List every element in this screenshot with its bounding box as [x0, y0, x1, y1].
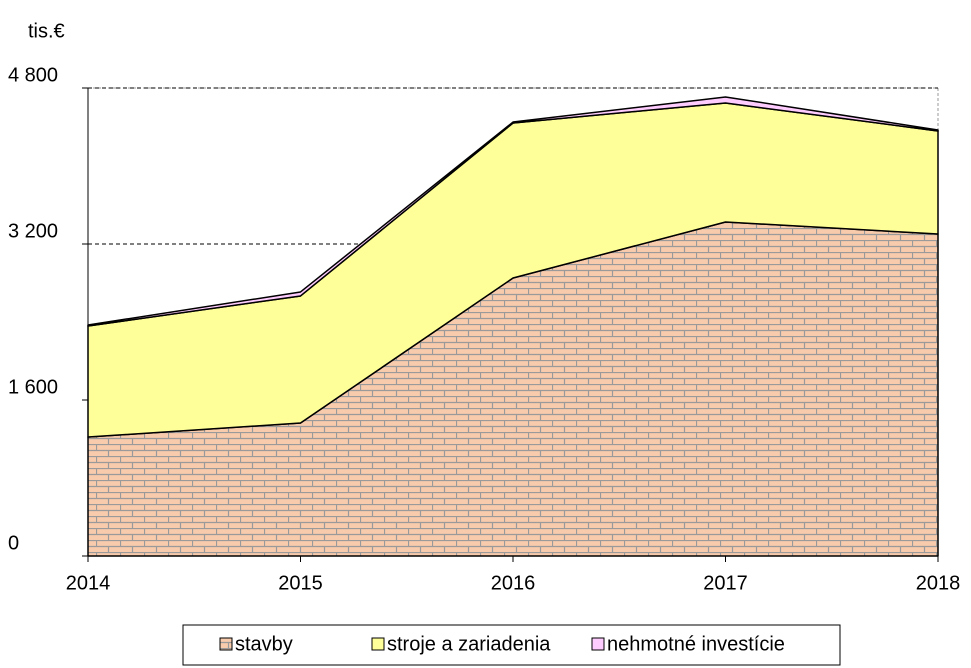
- y-axis-label: tis.€: [28, 20, 65, 42]
- x-tick-label: 2014: [66, 572, 111, 594]
- y-tick-label: 0: [8, 532, 19, 554]
- legend-swatch: [371, 637, 385, 651]
- y-tick-label: 3 200: [8, 220, 58, 242]
- x-tick-label: 2017: [703, 572, 748, 594]
- x-tick-label: 2015: [278, 572, 323, 594]
- y-tick-label: 4 800: [8, 64, 58, 86]
- legend-label: stavby: [235, 633, 293, 655]
- legend-box: [182, 624, 841, 666]
- area: [87, 96, 939, 327]
- legend-label: stroje a zariadenia: [387, 633, 551, 655]
- x-tick-label: 2018: [916, 572, 961, 594]
- legend-swatch: [591, 637, 605, 651]
- y-tick-label: 1 600: [8, 376, 58, 398]
- legend-label: nehmotné investície: [607, 633, 785, 655]
- legend-swatch: [219, 637, 233, 651]
- x-tick-label: 2016: [491, 572, 536, 594]
